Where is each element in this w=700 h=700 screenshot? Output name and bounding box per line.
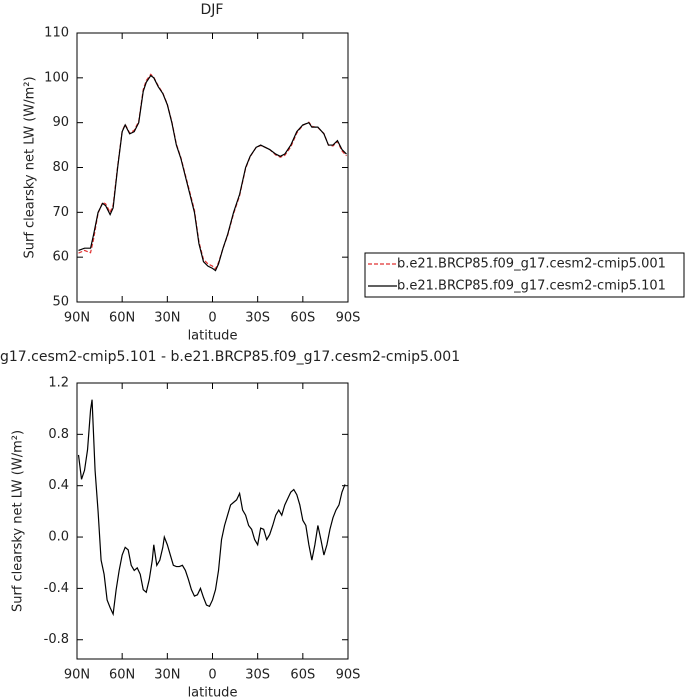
x-tick-label: 90N [64,311,90,326]
data-line [78,73,347,270]
y-tick-label: 1.2 [48,376,69,391]
x-tick-label: 30N [154,311,180,326]
x-tick-label: 90N [64,668,90,683]
y-tick-label: 0.8 [48,427,69,442]
y-tick-label: 100 [44,70,69,85]
x-tick-label: 30S [245,311,270,326]
y-axis-label: Surf clearsky net LW (W/m²) [23,76,38,258]
y-tick-label: -0.4 [44,581,69,596]
chart-title: DJF [201,2,224,18]
data-line [77,399,346,617]
legend-label: b.e21.BRCP85.f09_g17.cesm2-cmip5.001 [397,257,666,272]
y-tick-label: 90 [52,115,69,130]
y-tick-label: 110 [44,26,69,41]
y-tick-label: -0.8 [44,632,69,647]
chart-title: g17.cesm2-cmip5.101 - b.e21.BRCP85.f09_g… [0,349,460,365]
x-tick-label: 0 [208,311,216,326]
y-tick-label: 80 [52,160,69,175]
x-tick-label: 60N [109,311,135,326]
legend-label: b.e21.BRCP85.f09_g17.cesm2-cmip5.101 [397,279,666,294]
x-tick-label: 60N [109,668,135,683]
x-axis-label: latitude [188,329,238,344]
x-tick-label: 30N [154,668,180,683]
data-line [78,74,347,272]
x-tick-label: 90S [336,668,361,683]
plot-frame [76,382,349,660]
y-tick-label: 50 [52,295,69,310]
y-tick-label: 70 [52,205,69,220]
x-tick-label: 90S [336,311,361,326]
x-axis-label: latitude [188,686,238,700]
plot-frame [76,32,349,303]
y-tick-label: 60 [52,250,69,265]
x-tick-label: 60S [290,311,315,326]
y-tick-label: 0.4 [48,478,69,493]
y-tick-label: 0.0 [48,530,69,545]
y-axis-label: Surf clearsky net LW (W/m²) [11,430,26,612]
x-tick-label: 60S [290,668,315,683]
legend-box [364,252,685,298]
x-tick-label: 30S [245,668,270,683]
x-tick-label: 0 [208,668,216,683]
